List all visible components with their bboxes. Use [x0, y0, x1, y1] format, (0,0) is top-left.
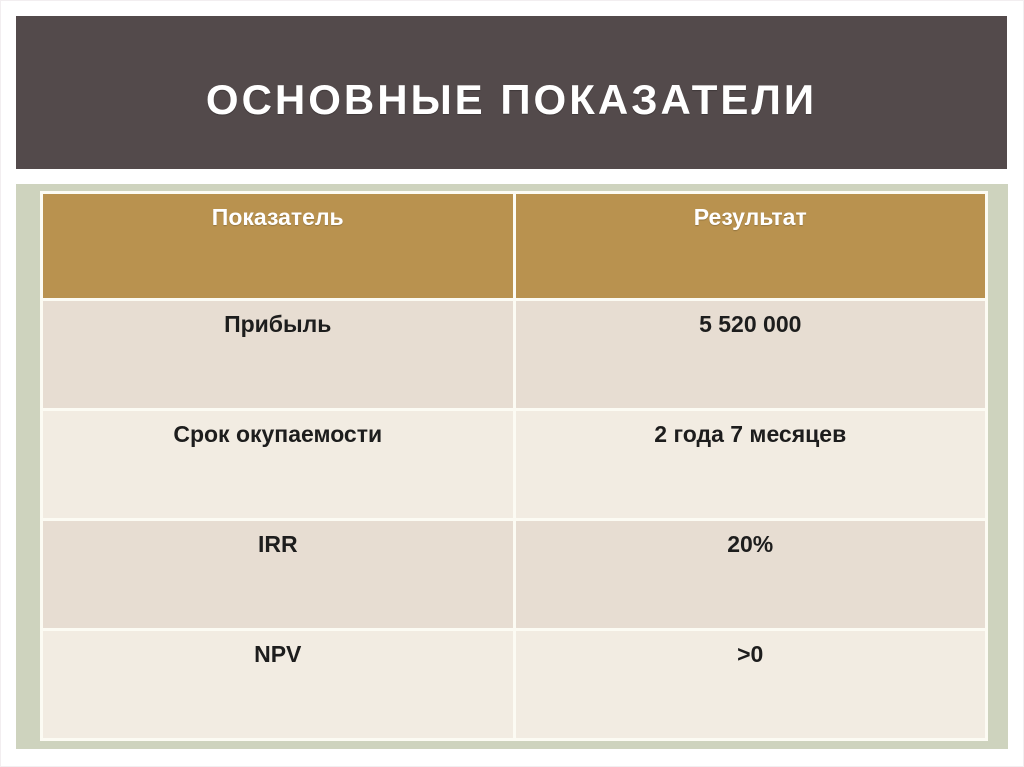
slide-title-bar: ОСНОВНЫЕ ПОКАЗАТЕЛИ [16, 16, 1007, 169]
table-header: Показатель Результат [43, 194, 985, 298]
indicator-cell: NPV [43, 631, 513, 738]
header-row: Показатель Результат [43, 194, 985, 298]
table-wrap: Показатель Результат Прибыль 5 520 000 С… [40, 191, 988, 741]
column-header-result: Результат [515, 194, 985, 298]
column-header-indicator: Показатель [43, 194, 513, 298]
indicator-cell: Прибыль [43, 301, 513, 408]
result-cell: >0 [515, 631, 985, 738]
result-cell: 2 года 7 месяцев [515, 411, 985, 518]
table-body: Прибыль 5 520 000 Срок окупаемости 2 год… [43, 301, 985, 738]
result-cell: 20% [515, 521, 985, 628]
table-row: Прибыль 5 520 000 [43, 301, 985, 408]
table-row: IRR 20% [43, 521, 985, 628]
table-frame: Показатель Результат Прибыль 5 520 000 С… [16, 184, 1008, 749]
indicator-cell: IRR [43, 521, 513, 628]
indicators-table: Показатель Результат Прибыль 5 520 000 С… [40, 191, 988, 741]
table-row: Срок окупаемости 2 года 7 месяцев [43, 411, 985, 518]
result-cell: 5 520 000 [515, 301, 985, 408]
slide-title: ОСНОВНЫЕ ПОКАЗАТЕЛИ [205, 75, 818, 123]
indicator-cell: Срок окупаемости [43, 411, 513, 518]
table-row: NPV >0 [43, 631, 985, 738]
